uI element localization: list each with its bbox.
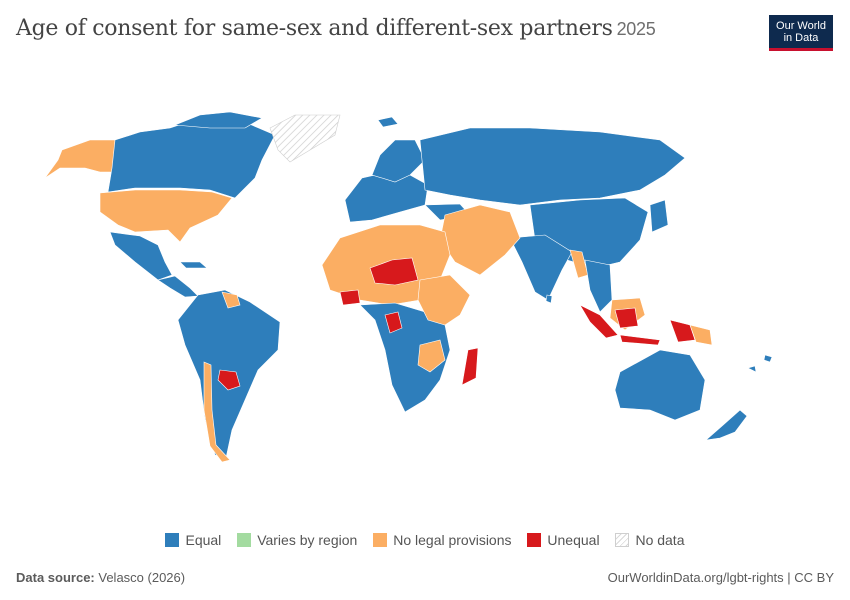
region-east-africa[interactable] <box>417 274 471 326</box>
region-guyana[interactable] <box>221 291 241 309</box>
legend-swatch-unequal <box>527 533 542 547</box>
region-caribbean[interactable] <box>179 261 208 269</box>
source-url-link[interactable]: OurWorldinData.org/lgbt-rights | CC BY <box>607 570 834 585</box>
legend-label: Unequal <box>547 532 600 548</box>
region-chile[interactable] <box>203 361 231 463</box>
title-year: 2025 <box>616 19 656 39</box>
region-central-southern-africa[interactable] <box>359 302 451 413</box>
legend-item-equal[interactable]: Equal <box>165 532 221 548</box>
region-australia[interactable] <box>614 349 706 421</box>
region-niger-chad[interactable] <box>369 257 419 286</box>
owid-logo[interactable]: Our World in Data <box>769 15 833 51</box>
legend-label: Varies by region <box>257 532 358 548</box>
logo-line-2: in Data <box>783 32 819 44</box>
region-india[interactable] <box>509 234 573 301</box>
title-text: Age of consent for same-sex and differen… <box>16 16 613 41</box>
region-sri-lanka[interactable] <box>545 294 553 304</box>
region-indonesia[interactable] <box>579 304 696 346</box>
region-southern-africa-mix[interactable] <box>417 339 446 373</box>
region-pacific-islands[interactable] <box>747 354 773 373</box>
region-central-america[interactable] <box>157 275 199 298</box>
region-canada[interactable] <box>107 117 276 199</box>
data-source-value: Velasco (2026) <box>98 570 186 585</box>
world-map[interactable] <box>0 100 850 525</box>
legend-item-unequal[interactable]: Unequal <box>527 532 600 548</box>
region-arctic-islands[interactable] <box>174 111 263 129</box>
chart-title: Age of consent for same-sex and differen… <box>16 16 656 41</box>
legend-item-no-legal-provisions[interactable]: No legal provisions <box>373 532 512 548</box>
data-source-label: Data source: <box>16 570 95 585</box>
legend-swatch-no-legal <box>373 533 388 547</box>
legend-item-no-data[interactable]: No data <box>615 532 685 548</box>
region-united-states[interactable] <box>99 189 233 243</box>
region-mexico[interactable] <box>109 231 173 281</box>
region-greenland[interactable] <box>269 114 341 163</box>
legend-label: No legal provisions <box>393 532 512 548</box>
region-new-zealand[interactable] <box>705 409 748 441</box>
legend-label: No data <box>635 532 685 548</box>
region-west-africa-unequal[interactable] <box>339 289 361 306</box>
region-papua-new-guinea[interactable] <box>689 324 713 346</box>
map-legend: Equal Varies by region No legal provisio… <box>0 532 850 548</box>
region-scandinavia[interactable] <box>371 139 426 183</box>
region-japan[interactable] <box>649 199 669 233</box>
logo-line-1: Our World <box>776 20 826 32</box>
legend-label: Equal <box>185 532 222 548</box>
region-middle-east[interactable] <box>439 204 521 276</box>
legend-swatch-no-data <box>615 533 630 547</box>
region-congo[interactable] <box>384 311 403 334</box>
region-southeast-asia[interactable] <box>584 259 613 313</box>
region-iceland[interactable] <box>377 116 399 128</box>
region-alaska[interactable] <box>44 139 119 179</box>
region-paraguay[interactable] <box>217 369 241 391</box>
region-madagascar[interactable] <box>461 347 479 386</box>
data-source: Data source: Velasco (2026) <box>16 570 185 585</box>
legend-item-varies-by-region[interactable]: Varies by region <box>237 532 357 548</box>
region-russia[interactable] <box>419 127 686 206</box>
legend-swatch-varies <box>237 533 252 547</box>
legend-swatch-equal <box>165 533 180 547</box>
